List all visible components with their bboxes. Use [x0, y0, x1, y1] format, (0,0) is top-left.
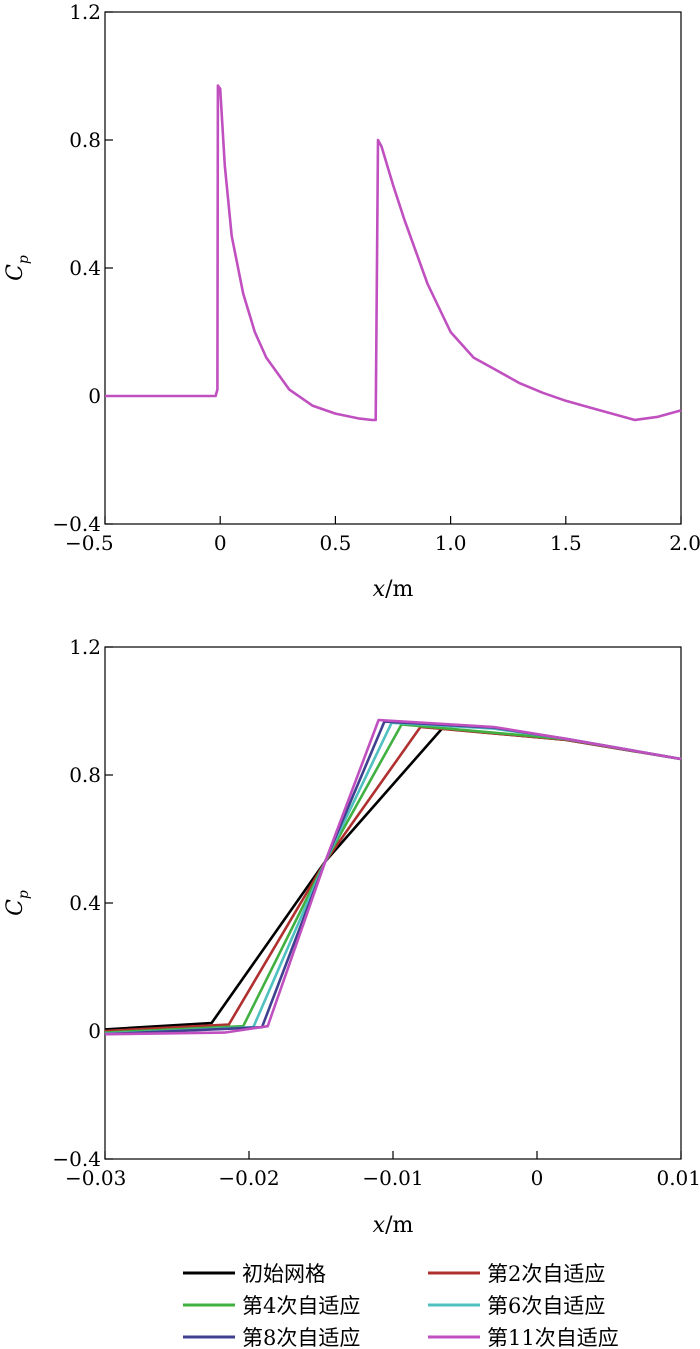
legend-label: 初始网格 — [242, 1262, 326, 1286]
x-tick-label: 0 — [214, 531, 227, 555]
y-tick-label: 0.8 — [69, 128, 101, 152]
y-tick-label: 0.4 — [69, 891, 101, 915]
series-line-0 — [105, 84, 682, 422]
y-tick-label: 0.8 — [69, 763, 101, 787]
y-axis-label: Cp — [3, 255, 32, 281]
y-tick-label: 0 — [88, 1019, 101, 1043]
legend-label: 第2次自适应 — [487, 1262, 605, 1286]
x-tick-label: −0.02 — [218, 1166, 279, 1190]
x-tick-label: 0.01 — [656, 1166, 700, 1190]
y-tick-label: 1.2 — [69, 0, 101, 24]
y-axis-sub: p — [16, 890, 32, 899]
x-tick-label: −0.01 — [362, 1166, 423, 1190]
series-line-5 — [104, 718, 682, 1036]
legend-item: 第2次自适应 — [428, 1262, 605, 1286]
x-tick-label: 0 — [531, 1166, 544, 1190]
y-tick-label: −0.4 — [52, 1147, 101, 1171]
legend-label: 第4次自适应 — [242, 1294, 360, 1318]
chart-top: −0.5 0 0.5 1.0 1.5 2.0 −0.4 0 0.4 0.8 1.2 x/m Cp — [3, 0, 700, 602]
y-tick-label: 1.2 — [69, 635, 101, 659]
legend-item: 第6次自适应 — [428, 1294, 605, 1318]
y-axis-var: C — [3, 264, 28, 281]
x-axis-unit: /m — [385, 577, 413, 602]
legend-label: 第8次自适应 — [242, 1326, 360, 1349]
x-axis-label: x/m — [373, 1213, 414, 1238]
legend-label: 第6次自适应 — [487, 1294, 605, 1318]
y-tick-label: −0.4 — [52, 512, 101, 536]
x-axis-unit: /m — [385, 1213, 413, 1238]
y-tick-label: 0 — [88, 384, 101, 408]
series-line-4 — [104, 720, 682, 1036]
chart-bottom: −0.03 −0.02 −0.01 0 0.01 −0.4 0 0.4 0.8 1.2 x/m C… — [3, 635, 700, 1238]
x-axis-var: x — [373, 577, 386, 602]
y-tick-label: 0.4 — [69, 256, 101, 280]
legend-label: 第11次自适应 — [487, 1326, 619, 1349]
series-line-0 — [104, 727, 682, 1031]
series-line-3 — [104, 721, 682, 1035]
x-tick-label: 1.5 — [550, 531, 582, 555]
x-tick-label: 2.0 — [669, 531, 700, 555]
legend: 初始网格 第2次自适应 第4次自适应 第6次自适应 第8次自适应 第11次自适应 — [183, 1262, 619, 1349]
plot-frame — [104, 11, 682, 525]
series-line-1 — [104, 725, 682, 1033]
y-axis-var: C — [3, 899, 28, 916]
legend-item: 第4次自适应 — [183, 1294, 360, 1318]
legend-item: 第8次自适应 — [183, 1326, 360, 1349]
x-tick-label: −0.03 — [65, 1166, 126, 1190]
legend-item: 第11次自适应 — [428, 1326, 619, 1349]
y-axis-label: Cp — [3, 890, 32, 916]
y-axis-sub: p — [16, 255, 32, 264]
series-line-2 — [104, 723, 682, 1034]
x-tick-label: 1.0 — [435, 531, 467, 555]
legend-item: 初始网格 — [183, 1262, 326, 1286]
x-tick-label: 0.5 — [319, 531, 351, 555]
x-tick-label: −0.5 — [65, 531, 114, 555]
x-axis-var: x — [373, 1213, 386, 1238]
x-axis-label: x/m — [373, 577, 414, 602]
